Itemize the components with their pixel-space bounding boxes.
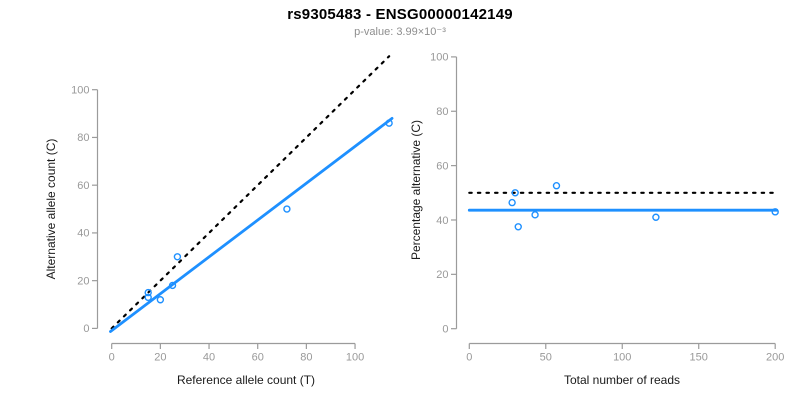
- y-tick-label: 0: [442, 324, 448, 336]
- y-tick-label: 60: [436, 160, 448, 172]
- y-tick-label: 40: [436, 215, 448, 227]
- x-tick-label: 20: [154, 352, 166, 364]
- data-point: [514, 223, 522, 231]
- data-point: [173, 253, 182, 261]
- figure-pvalue: p-value: 3.99×10⁻³: [354, 26, 446, 38]
- right-y-axis-title: Percentage alternative (C): [409, 119, 423, 261]
- x-tick-label: 0: [109, 352, 115, 364]
- data-point: [283, 205, 291, 213]
- x-tick-label: 200: [766, 352, 784, 364]
- data-point: [168, 281, 177, 290]
- data-point: [552, 182, 561, 190]
- x-tick-label: 150: [690, 352, 708, 364]
- data-point: [511, 189, 519, 197]
- data-point: [144, 288, 152, 297]
- data-point: [652, 213, 660, 221]
- y-tick-label: 20: [77, 275, 89, 287]
- x-tick-label: 40: [203, 352, 215, 364]
- data-point: [771, 208, 779, 216]
- x-tick-label: 100: [613, 352, 631, 364]
- y-tick-label: 80: [436, 106, 448, 118]
- left-y-axis-title: Alternative allele count (C): [44, 138, 58, 280]
- identity-line: [110, 55, 391, 330]
- y-tick-label: 40: [77, 228, 89, 240]
- x-tick-label: 100: [346, 352, 364, 364]
- left-x-axis-title: Reference allele count (T): [176, 373, 316, 387]
- data-point: [531, 211, 539, 219]
- x-tick-label: 50: [540, 352, 552, 364]
- data-point: [508, 198, 516, 207]
- y-tick-label: 100: [430, 52, 448, 64]
- y-tick-label: 80: [77, 132, 89, 144]
- fit-line: [109, 116, 394, 333]
- x-tick-label: 80: [300, 352, 312, 364]
- y-tick-label: 20: [436, 269, 448, 281]
- x-tick-label: 0: [466, 352, 472, 364]
- data-point: [144, 293, 152, 302]
- right-x-axis-title: Total number of reads: [563, 373, 681, 387]
- y-tick-label: 0: [83, 323, 89, 335]
- figure-title: rs9305483 - ENSG00000142149: [287, 6, 513, 23]
- data-point: [385, 119, 393, 127]
- y-tick-label: 100: [71, 85, 89, 97]
- y-tick-label: 60: [77, 180, 89, 192]
- data-point: [156, 296, 165, 304]
- x-tick-label: 60: [252, 352, 264, 364]
